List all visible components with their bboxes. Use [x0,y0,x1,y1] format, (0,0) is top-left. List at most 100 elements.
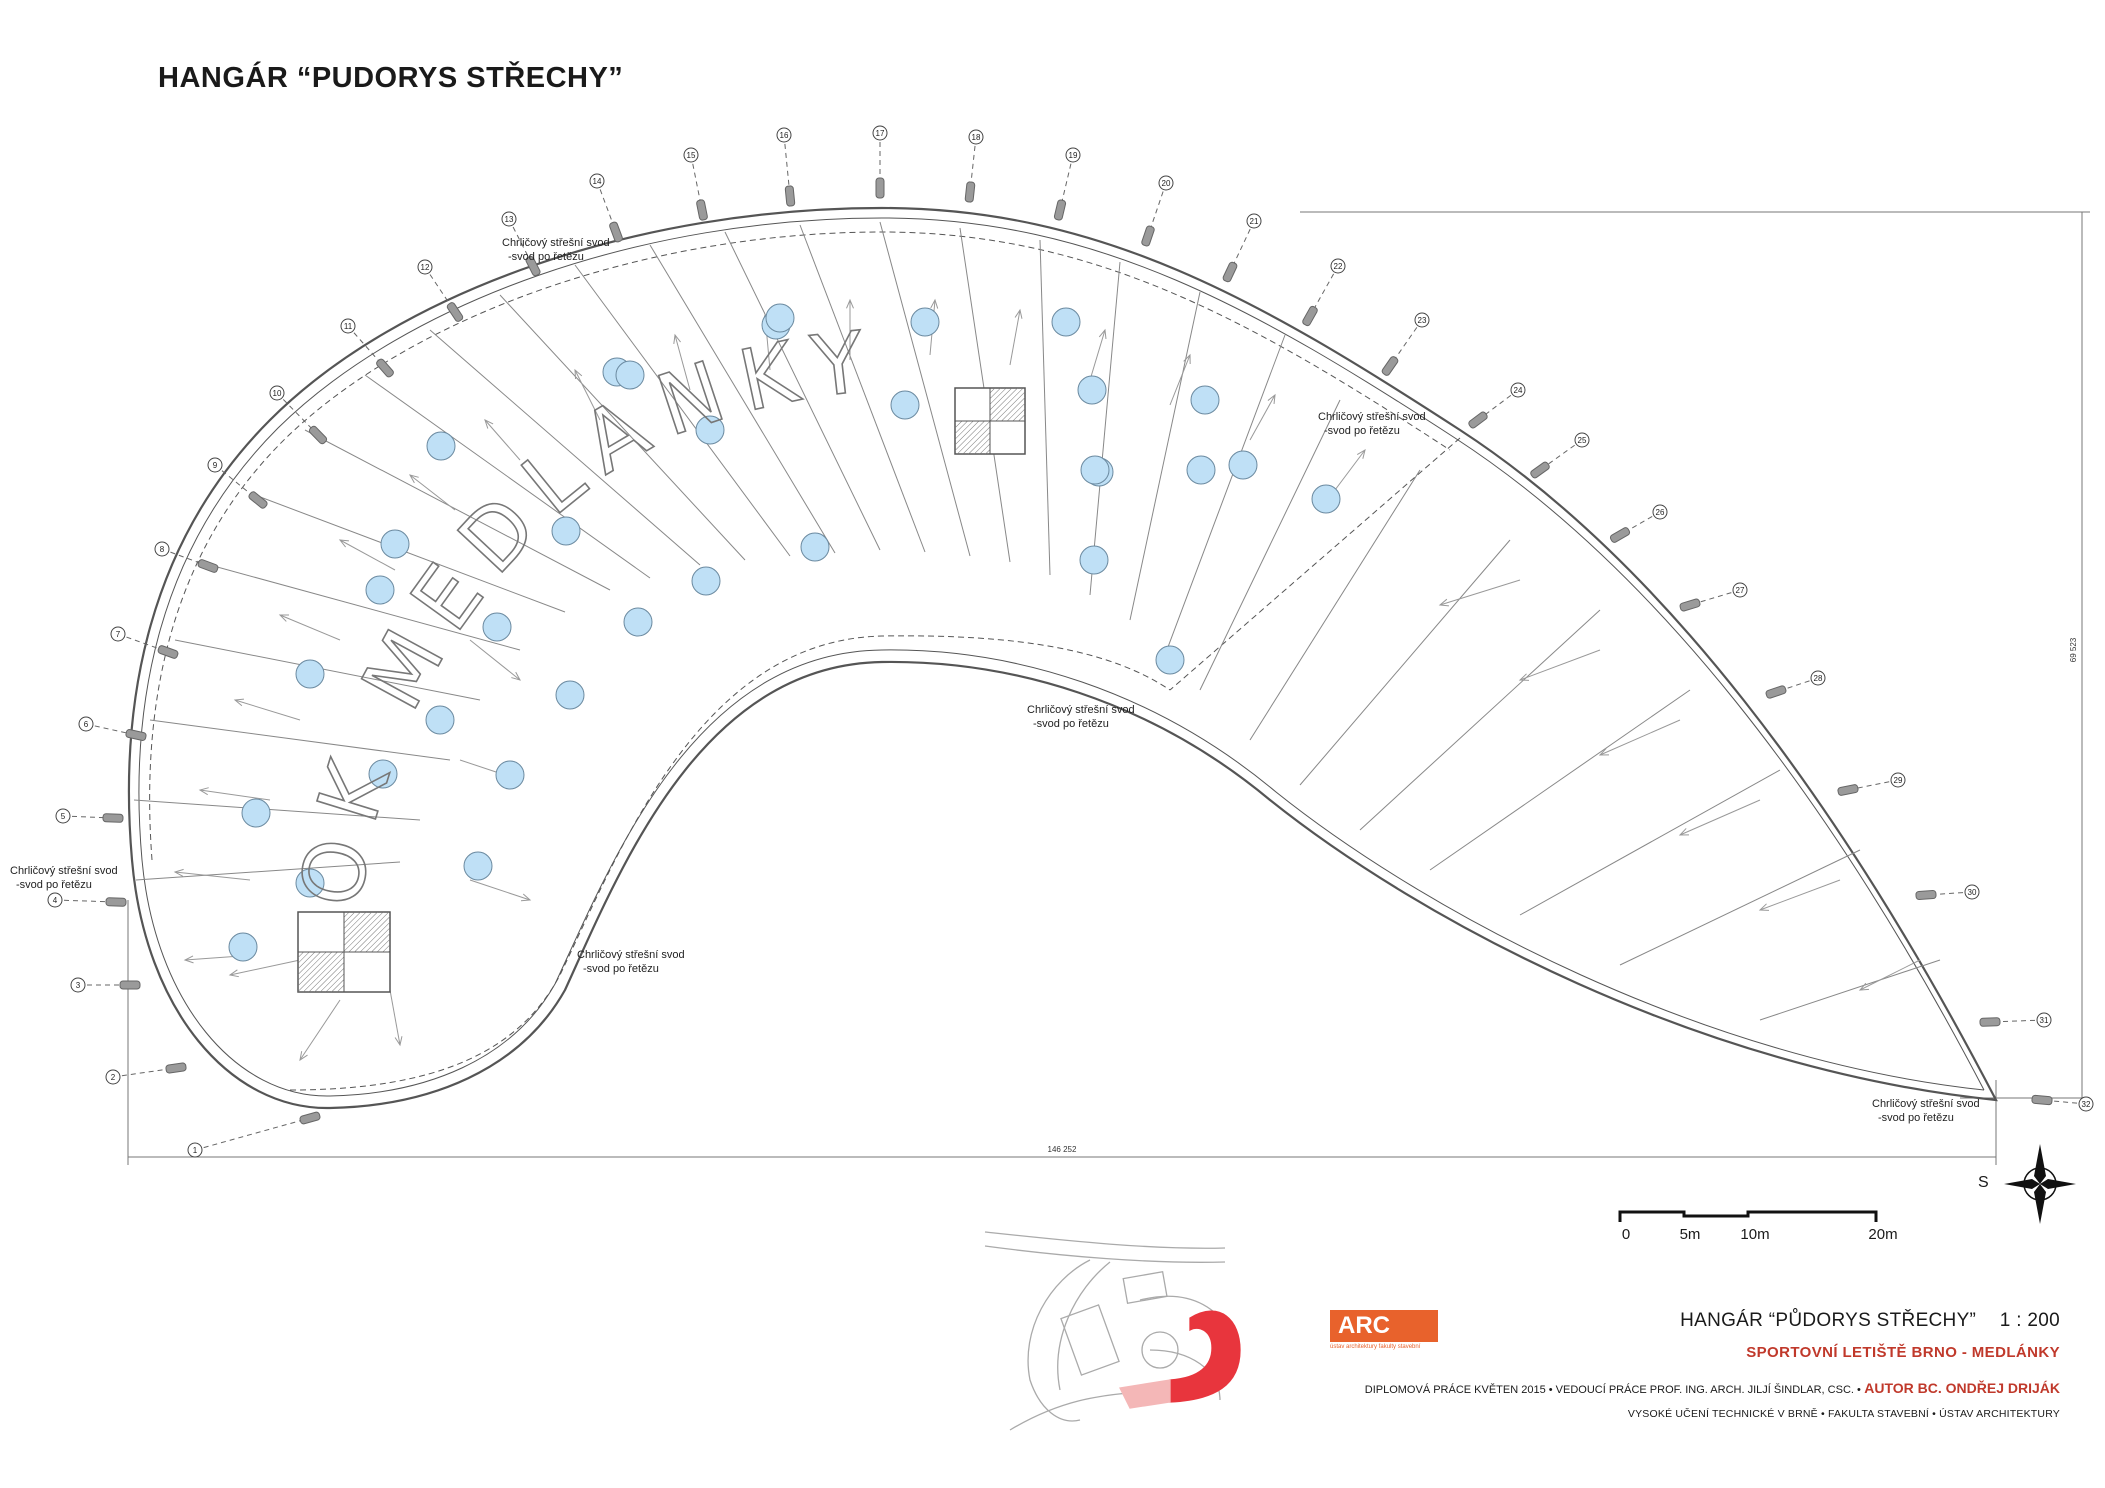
axis-marker-6: 6 [78,716,147,741]
axis-marker-12: 12 [417,259,464,322]
roof-rib [1759,959,1941,1021]
slope-arrow [233,698,301,721]
arc-logo-subtitle: ústav architektury fakulty stavební [1330,1344,1421,1350]
sheet-title: HANGÁR “PUDORYS STŘECHY” [158,62,624,94]
axis-marker-13: 13 [501,211,541,277]
slope-arrow [1518,649,1601,681]
skylight [241,798,271,828]
roof-lettering: OK MEDLANKY [281,310,887,914]
roof-rib [799,224,926,553]
axis-marker-1: 1 [187,1111,321,1158]
axis-marker-17: 17 [872,125,888,199]
skylight [482,612,512,642]
drawing-scale: 1 : 200 [1999,1310,2060,1331]
roof-rib [1299,539,1511,786]
svg-text:4: 4 [53,896,58,905]
axis-marker-24: 24 [1468,382,1526,429]
axis-marker-21: 21 [1222,213,1262,283]
axis-marker-26: 26 [1609,504,1668,543]
skylight [555,680,585,710]
skylight [463,851,493,881]
svg-text:29: 29 [1894,776,1903,785]
axis-marker-11: 11 [340,318,394,378]
axis-marker-18: 18 [964,129,984,203]
roof-rib [1519,769,1781,916]
axis-marker-9: 9 [207,457,268,509]
roof-rib [254,494,566,613]
axis-marker-5: 5 [55,808,124,824]
svg-text:-svod po řetězu: -svod po řetězu [583,963,659,975]
svg-text:Chrličový střešní svod: Chrličový střešní svod [577,949,685,961]
svg-text:11: 11 [344,322,353,331]
site-key-plan [984,1231,1241,1431]
credits-line: DIPLOMOVÁ PRÁCE KVĚTEN 2015 • VEDOUCÍ PR… [1365,1380,2060,1396]
svg-text:Chrličový střešní svod: Chrličový střešní svod [502,237,610,249]
arc-logo: ARC ústav architektury fakulty stavební [1330,1310,1438,1356]
svg-text:19: 19 [1069,151,1078,160]
project-name: SPORTOVNÍ LETIŠTĚ BRNO - MEDLÁNKY [1746,1344,2060,1361]
skylight [1077,375,1107,405]
drain-label: Chrličový střešní svod -svod po řetězu [1027,704,1135,730]
svg-text:21: 21 [1250,217,1259,226]
skylight [1190,385,1220,415]
scale-tick-20: 20m [1868,1226,1898,1243]
slope-arrow [1249,393,1276,441]
axis-marker-20: 20 [1141,175,1174,247]
axis-marker-3: 3 [70,977,141,993]
key-plan-highlight [1169,1310,1241,1403]
slope-arrow [1334,448,1366,491]
dimension-lines [127,211,2090,1165]
slope-arrow [1678,799,1761,836]
overall-height-dimension: 69 523 [2069,637,2078,662]
axis-marker-29: 29 [1837,772,1906,796]
slope-arrow [228,959,301,978]
drain-label: Chrličový střešní svod -svod po řetězu [1872,1098,1980,1124]
slope-arrow [469,639,522,681]
skylight [426,431,456,461]
skylight [910,307,940,337]
skylight [1051,307,1081,337]
school-line: VYSOKÉ UČENÍ TECHNICKÉ V BRNĚ • FAKULTA … [1627,1408,2060,1420]
slope-arrow [1009,308,1023,366]
svg-text:14: 14 [593,177,602,186]
skylight [1228,450,1258,480]
slope-arrow [408,474,456,511]
slope-arrow [299,999,341,1062]
checker-panel-left [297,911,391,993]
svg-text:16: 16 [780,131,789,140]
scale-bar-labels: 0 5m 10m 20m [1615,1200,1898,1250]
roof-rib [209,564,521,651]
roof-rib [1429,689,1691,871]
skylights [228,303,1341,966]
drain-zone-boundary [1169,437,1461,691]
slope-arrow [338,539,396,571]
slope-arrow [469,879,532,902]
skylight [765,303,795,333]
skylight [623,607,653,637]
roof-rib [1039,239,1051,576]
svg-text:26: 26 [1656,508,1665,517]
skylight [890,390,920,420]
skylight [1186,455,1216,485]
skylight [1079,545,1109,575]
slope-arrow [278,614,341,641]
svg-text:2: 2 [111,1073,116,1082]
axis-marker-8: 8 [154,541,219,573]
roof-ribs [133,221,1941,1021]
svg-text:Chrličový střešní svod: Chrličový střešní svod [1872,1098,1980,1110]
drawing-title-text: HANGÁR “PŮDORYS STŘECHY” [1680,1310,1977,1331]
drawing-title: HANGÁR “PŮDORYS STŘECHY” 1 : 200 [1680,1310,2060,1332]
skylight [495,760,525,790]
scale-ticks: 0 5m 10m 20m [1615,1226,1898,1246]
svg-text:17: 17 [876,129,885,138]
skylight [228,932,258,962]
axis-marker-30: 30 [1915,884,1980,900]
drain-label: Chrličový střešní svod -svod po řetězu [502,237,610,263]
roof-lettering-text: OK MEDLANKY [282,311,887,913]
svg-text:-svod po řetězu: -svod po řetězu [508,251,584,263]
scale-tick-0: 0 [1621,1226,1631,1243]
skylight [295,659,325,689]
roof-rib [1199,399,1341,691]
roof-rib [499,294,746,561]
svg-text:18: 18 [972,133,981,142]
